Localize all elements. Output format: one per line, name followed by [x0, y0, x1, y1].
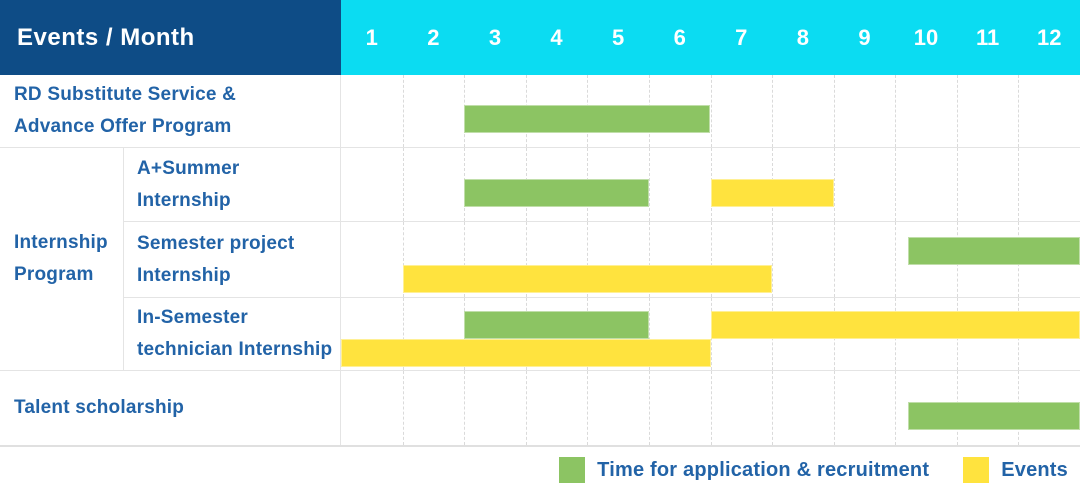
month-gridline — [525, 371, 527, 445]
month-header-2: 2 — [427, 24, 440, 50]
month-gridline — [833, 148, 835, 221]
row-label-line: Internship — [137, 189, 231, 211]
month-header-9: 9 — [858, 24, 871, 50]
legend-yellow-label: Events — [1001, 458, 1068, 481]
month-gridline — [402, 222, 404, 297]
row-label-rd-substitute-service: RD Substitute Service & Advance Offer Pr… — [0, 75, 341, 147]
gantt-lane-talent-scholarship — [341, 371, 1080, 445]
events-month-header-cell: Events / Month — [0, 0, 341, 75]
row-label-talent-scholarship: Talent scholarship — [0, 371, 341, 445]
month-gridline — [772, 371, 774, 445]
row-label-line: In-Semester — [137, 307, 248, 328]
group-label-internship-program: Internship Program — [0, 148, 124, 370]
events-month-header-label: Events / Month — [17, 23, 195, 51]
month-gridline — [710, 371, 712, 445]
gantt-bar-yellow — [402, 264, 773, 293]
month-gridline — [402, 75, 404, 147]
month-gridline — [895, 371, 897, 445]
month-gridline — [525, 222, 527, 297]
table-row: RD Substitute Service & Advance Offer Pr… — [0, 75, 1080, 148]
month-gridline — [956, 148, 958, 221]
group-label-line: Internship — [14, 232, 108, 253]
months-header: 1 2 3 4 5 6 7 8 9 10 11 12 — [341, 0, 1080, 75]
month-gridline — [895, 222, 897, 297]
month-gridline — [648, 148, 650, 221]
month-gridline — [648, 222, 650, 297]
month-gridline — [895, 148, 897, 221]
row-label-line: technician Internship — [137, 339, 333, 360]
month-gridline — [402, 298, 404, 370]
row-label-line: Internship — [137, 264, 231, 286]
gantt-bar-green — [464, 311, 649, 339]
legend-green-label: Time for application & recruitment — [597, 458, 930, 481]
gantt-bar-green — [907, 402, 1080, 430]
month-gridline — [1018, 75, 1020, 147]
month-gridline — [587, 222, 589, 297]
month-gridline — [648, 298, 650, 370]
gantt-bar-yellow — [341, 339, 711, 367]
month-gridline — [710, 222, 712, 297]
table-header-row: Events / Month 1 2 3 4 5 6 7 8 9 10 11 12 — [0, 0, 1080, 75]
month-header-8: 8 — [796, 24, 809, 50]
row-label-line: A+Summer — [137, 157, 240, 179]
month-header-7: 7 — [735, 24, 748, 50]
gantt-lane-in-semester-technician-internship — [341, 298, 1080, 370]
row-label-line: Semester project — [137, 232, 295, 254]
month-header-6: 6 — [673, 24, 686, 50]
row-label-semester-project-internship: Semester project Internship — [124, 222, 341, 297]
month-gridline — [402, 148, 404, 221]
month-gridline — [402, 371, 404, 445]
month-gridline — [1018, 148, 1020, 221]
month-header-10: 10 — [913, 24, 939, 50]
row-label-line: RD Substitute Service & — [14, 84, 237, 105]
gantt-bar-green — [907, 236, 1080, 265]
gantt-lane-rd-substitute-service — [341, 75, 1080, 147]
month-gridline — [648, 371, 650, 445]
month-gridline — [895, 75, 897, 147]
month-gridline — [772, 222, 774, 297]
month-header-5: 5 — [611, 24, 625, 50]
month-header-11: 11 — [975, 24, 1000, 50]
month-gridline — [833, 222, 835, 297]
row-label-in-semester-technician-internship: In-Semester technician Internship — [124, 298, 341, 370]
month-gridline — [464, 222, 466, 297]
table-row: A+Summer Internship — [124, 148, 1080, 221]
month-gridline — [772, 75, 774, 147]
group-label-line: Program — [14, 264, 94, 285]
month-header-4: 4 — [550, 24, 563, 50]
internship-program-group: Internship Program A+Summer Internship S… — [0, 148, 1080, 371]
table-row: In-Semester technician Internship — [124, 297, 1080, 370]
gantt-lane-semester-project-internship — [341, 222, 1080, 297]
gantt-bar-yellow — [710, 178, 834, 207]
month-gridline — [710, 75, 712, 147]
month-gridline — [833, 371, 835, 445]
row-label-line: Talent scholarship — [14, 397, 185, 418]
gantt-lane-a-plus-summer-internship — [341, 148, 1080, 221]
row-label-line: Advance Offer Program — [14, 116, 232, 137]
month-header-3: 3 — [488, 24, 502, 50]
table-row: Semester project Internship — [124, 221, 1080, 297]
row-label-a-plus-summer-internship: A+Summer Internship — [124, 148, 341, 221]
month-header-1: 1 — [365, 24, 378, 50]
legend-yellow-swatch — [963, 457, 990, 483]
month-gridline — [587, 371, 589, 445]
month-gridline — [833, 75, 835, 147]
legend-green-swatch — [559, 457, 586, 483]
month-gridline — [464, 371, 466, 445]
month-gridline — [956, 75, 958, 147]
month-header-12: 12 — [1036, 24, 1062, 50]
gantt-bar-yellow — [710, 311, 1080, 339]
legend: Time for application & recruitment Event… — [559, 456, 1068, 484]
table-row: Talent scholarship — [0, 371, 1080, 447]
gantt-bar-green — [464, 178, 649, 207]
gantt-bar-green — [464, 105, 711, 133]
